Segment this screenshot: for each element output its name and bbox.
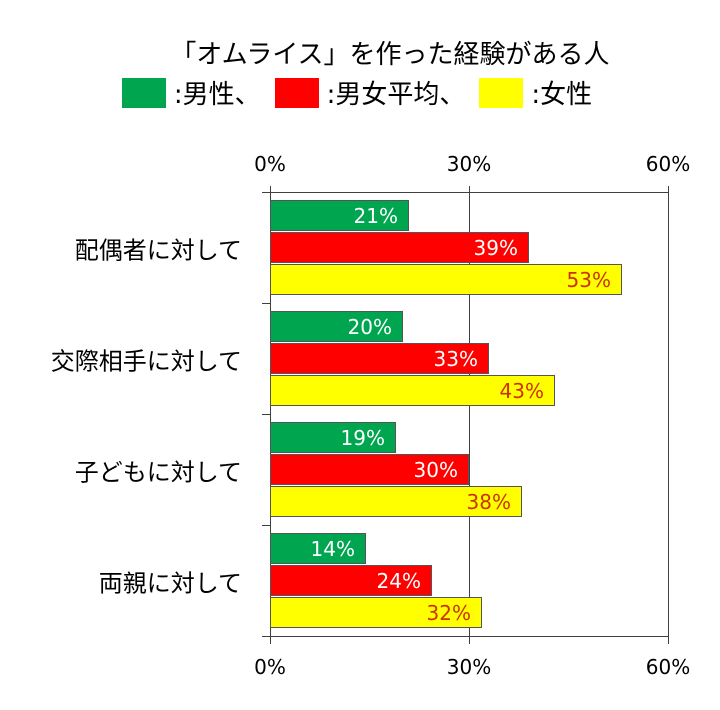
bar-value: 24% [376, 568, 421, 593]
bar-value: 43% [499, 378, 544, 403]
bar-value: 32% [426, 600, 471, 625]
gridline-60 [668, 186, 669, 644]
bar-value: 38% [466, 489, 511, 514]
bar-partner-average: 33% [270, 343, 489, 374]
legend-label-female: :女性 [531, 80, 593, 110]
bar-value: 19% [340, 425, 385, 450]
bar-children-female: 38% [270, 486, 522, 517]
bar-value: 33% [433, 346, 478, 371]
legend-item-female: :女性 [479, 74, 592, 111]
top-axis-tick-60: 60% [645, 152, 691, 176]
top-axis-line [262, 192, 669, 193]
category-tick [262, 303, 270, 304]
bar-parents-male: 14% [270, 533, 366, 564]
legend-swatch-male [121, 77, 166, 108]
bar-value: 30% [413, 457, 458, 482]
bar-value: 39% [473, 235, 518, 260]
category-label-partner: 交際相手に対して [50, 347, 242, 376]
y-axis-line [270, 186, 271, 644]
bar-partner-female: 43% [270, 375, 555, 406]
bar-parents-female: 32% [270, 597, 482, 628]
category-label-children: 子どもに対して [74, 458, 242, 487]
category-label-spouse: 配偶者に対して [74, 236, 242, 265]
bar-spouse-average: 39% [270, 232, 529, 263]
legend-swatch-female [479, 77, 524, 108]
bar-value: 20% [347, 314, 392, 339]
legend-label-average: :男女平均、 [326, 80, 466, 110]
top-axis-tick-0: 0% [254, 152, 286, 176]
bar-parents-average: 24% [270, 565, 432, 596]
bar-children-average: 30% [270, 454, 469, 485]
legend-item-average: :男女平均、 [274, 74, 466, 111]
legend: :男性、 :男女平均、 :女性 [0, 74, 720, 111]
category-tick [262, 414, 270, 415]
bottom-axis-line [262, 636, 669, 637]
bar-value: 21% [353, 203, 398, 228]
legend-swatch-average [274, 77, 319, 108]
category-label-parents: 両親に対して [98, 569, 242, 598]
bottom-axis-tick-60: 60% [645, 655, 691, 679]
top-axis-tick-30: 30% [446, 152, 492, 176]
legend-label-male: :男性、 [173, 80, 261, 110]
category-tick [262, 525, 270, 526]
bar-spouse-male: 21% [270, 200, 409, 231]
chart-title: 「オムライス」を作った経験がある人 [170, 40, 610, 70]
bar-partner-male: 20% [270, 311, 403, 342]
bottom-axis-tick-0: 0% [254, 655, 286, 679]
bar-children-male: 19% [270, 422, 396, 453]
bottom-axis-tick-30: 30% [446, 655, 492, 679]
legend-item-male: :男性、 [121, 74, 261, 111]
bar-value: 14% [310, 536, 355, 561]
gridline-30 [469, 186, 470, 644]
bar-value: 53% [566, 267, 611, 292]
bar-spouse-female: 53% [270, 264, 622, 295]
